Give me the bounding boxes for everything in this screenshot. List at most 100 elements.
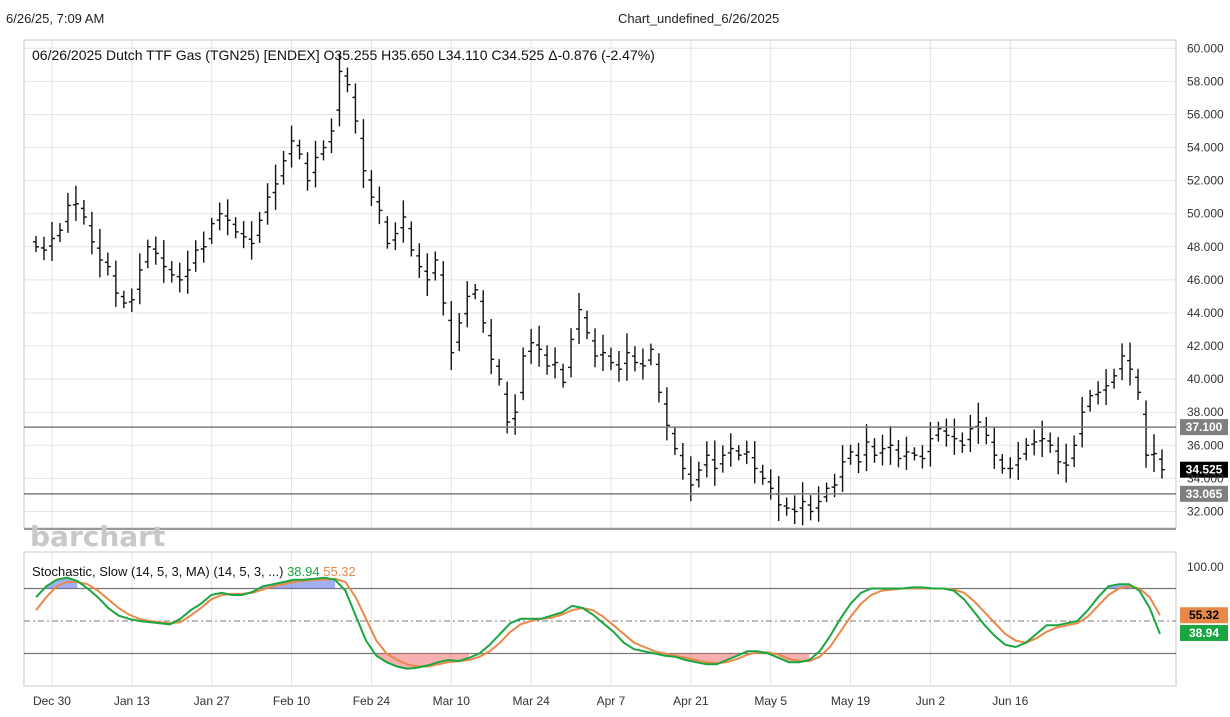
price-panel-frame [23,39,1177,529]
ohlc-bar [200,231,207,263]
ohlc-bar [711,440,718,486]
ohlc-bars [33,53,1165,526]
ohlc-bar [368,170,375,207]
ohlc-bar [839,445,846,492]
chart-name: Chart_undefined_6/26/2025 [618,11,780,26]
ohlc-bar [120,290,127,309]
ohlc-bar [128,288,135,312]
ohlc-bar [671,426,678,456]
x-tick-label: Feb 24 [353,694,391,708]
ohlc-bar [360,119,367,189]
ohlc-bar [264,183,271,225]
x-tick-label: May 5 [754,694,787,708]
ohlc-bar [64,192,71,233]
stochastic-label: Stochastic, Slow (14, 5, 3, MA) (14, 5, … [32,564,356,579]
ohlc-bar [639,348,646,380]
ohlc-bar [1015,441,1022,480]
ohlc-bar [775,476,782,522]
ohlc-bar [320,140,327,161]
ohlc-bar [1119,343,1126,381]
ohlc-bar [767,469,774,500]
ohlc-bar [855,442,862,474]
ohlc-bar [1087,389,1094,412]
ohlc-bar [496,359,503,386]
ohlc-bar [192,240,199,272]
ohlc-bar [184,250,191,294]
ohlc-bar [975,402,982,444]
price-tick-label: 52.000 [1187,174,1224,188]
ohlc-bar [615,350,622,382]
ohlc-bar [815,486,822,522]
ohlc-bar [288,125,295,168]
ohlc-bar [408,221,415,257]
ohlc-bar [456,313,463,352]
ohlc-bar [999,454,1006,474]
ohlc-bar [552,347,559,379]
stoch-d-line [35,577,1161,668]
stoch-extreme-shade [376,653,470,669]
ohlc-bar [751,441,758,484]
ohlc-bar [623,333,630,381]
ohlc-bar [807,495,814,521]
ohlc-bar [679,442,686,480]
ohlc-bar [400,200,407,243]
ohlc-bar [256,211,263,244]
ohlc-bar [144,239,151,269]
ohlc-bar [695,461,702,488]
ohlc-bar [48,221,55,261]
price-tick-label: 58.000 [1187,74,1224,88]
ohlc-bar [663,387,670,441]
ohlc-bar [631,346,638,372]
ohlc-bar [328,118,335,154]
ohlc-bar [576,293,583,344]
last-price-badge [1180,461,1228,478]
ohlc-bar [104,252,111,276]
ohlc-bar [80,199,87,225]
ohlc-bar [759,464,766,485]
ohlc-bar [647,343,654,366]
print-timestamp: 6/26/25, 7:09 AM [6,11,105,26]
x-tick-label: Jun 16 [992,694,1028,708]
price-tick-label: 34.000 [1187,471,1224,485]
ohlc-bar [1031,429,1038,456]
x-tick-label: Jan 13 [114,694,150,708]
ohlc-bar [216,202,223,231]
x-tick-label: Mar 10 [433,694,471,708]
ohlc-bar [1151,434,1158,473]
ohlc-bar [1095,381,1102,405]
ohlc-bar [863,424,870,472]
ohlc-bar [1079,396,1086,448]
ohlc-bar [88,211,95,255]
chart-title: 06/26/2025 Dutch TTF Gas (TGN25) [ENDEX]… [32,47,655,63]
x-tick-label: Apr 21 [673,694,709,708]
reference-price-badge [1180,485,1228,502]
ohlc-bar [528,328,535,364]
ohlc-bar [296,139,303,160]
ohlc-bar [376,186,383,225]
ohlc-bar [1127,342,1134,386]
price-tick-label: 36.000 [1187,438,1224,452]
stoch-k-badge-label: 38.94 [1189,626,1219,640]
ohlc-bar [392,222,399,251]
ohlc-bar [871,438,878,463]
ohlc-bar [1135,368,1142,400]
ohlc-bar [967,414,974,453]
ohlc-bar [152,236,159,265]
ohlc-bar [440,261,447,316]
ohlc-bar [919,445,926,469]
ohlc-bar [1143,400,1150,468]
ohlc-bar [72,185,79,222]
ohlc-bar [951,418,958,455]
x-tick-label: Mar 24 [512,694,550,708]
stochastic-title: Stochastic, Slow (14, 5, 3, MA) (14, 5, … [32,564,283,579]
ohlc-bar [240,221,247,249]
ohlc-bar [655,353,662,403]
ohlc-bar [1103,369,1110,405]
price-tick-label: 56.000 [1187,107,1224,121]
ohlc-bar [719,445,726,473]
price-tick-label: 60.000 [1187,41,1224,55]
ohlc-bar [536,325,543,367]
price-tick-label: 42.000 [1187,339,1224,353]
ohlc-bar [1071,435,1078,468]
